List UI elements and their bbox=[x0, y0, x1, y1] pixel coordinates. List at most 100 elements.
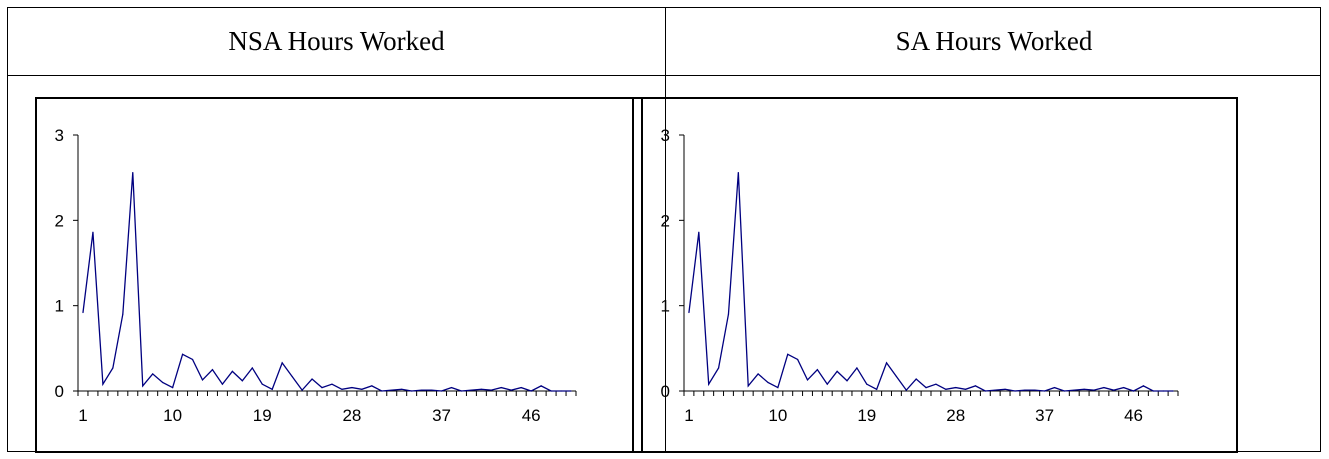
data-point bbox=[251, 367, 253, 369]
data-point bbox=[152, 373, 154, 375]
series-line bbox=[82, 172, 572, 392]
y-tick-label: 1 bbox=[661, 297, 670, 316]
x-tick-label: 19 bbox=[857, 406, 876, 425]
data-point bbox=[450, 386, 453, 389]
data-point bbox=[460, 390, 463, 392]
nsa-chart-frame: 0 1 2 3 1 10 19 28 37 46 bbox=[35, 97, 643, 453]
data-point bbox=[974, 385, 977, 387]
data-point bbox=[221, 383, 224, 385]
data-point bbox=[520, 386, 522, 389]
data-point bbox=[440, 390, 443, 392]
data-point bbox=[1103, 386, 1105, 389]
y-tick-label: 0 bbox=[661, 382, 670, 401]
data-point bbox=[1172, 390, 1174, 392]
data-point bbox=[291, 375, 293, 378]
data-point bbox=[1014, 390, 1016, 392]
data-point bbox=[341, 388, 343, 390]
data-point bbox=[747, 385, 749, 387]
chart-table: NSA Hours Worked SA Hours Worked 0 1 2 3 1 10… bbox=[7, 7, 1321, 453]
y-tick-label: 3 bbox=[661, 126, 670, 145]
data-point bbox=[1044, 390, 1046, 392]
data-point bbox=[1073, 389, 1075, 391]
data-point bbox=[945, 388, 947, 390]
data-point bbox=[510, 389, 512, 391]
data-point bbox=[767, 381, 769, 384]
y-tick-label: 2 bbox=[55, 211, 64, 230]
data-point bbox=[905, 389, 907, 391]
data-point bbox=[411, 390, 413, 392]
sa-header: SA Hours Worked bbox=[895, 26, 1093, 56]
data-point bbox=[331, 383, 333, 385]
nsa-header: NSA Hours Worked bbox=[228, 26, 445, 56]
data-point bbox=[470, 389, 473, 391]
data-point bbox=[361, 388, 363, 390]
data-point bbox=[530, 390, 532, 392]
data-point bbox=[281, 362, 283, 364]
data-point bbox=[806, 379, 809, 381]
data-point bbox=[698, 231, 700, 233]
data-point bbox=[261, 383, 263, 385]
data-point bbox=[1024, 389, 1026, 391]
data-point bbox=[708, 383, 710, 385]
data-point bbox=[480, 388, 482, 390]
data-point bbox=[311, 378, 313, 380]
data-point bbox=[876, 388, 878, 390]
x-tick-label: 37 bbox=[1035, 406, 1054, 425]
data-point bbox=[856, 367, 858, 369]
data-point bbox=[935, 383, 937, 385]
data-point bbox=[1123, 386, 1125, 389]
series-line bbox=[688, 172, 1174, 392]
data-point bbox=[401, 388, 403, 390]
data-point bbox=[271, 388, 273, 390]
data-point bbox=[241, 380, 243, 382]
data-point bbox=[964, 388, 967, 390]
data-point bbox=[540, 385, 542, 387]
y-tick-label: 1 bbox=[55, 297, 64, 316]
x-tick-label: 46 bbox=[522, 406, 541, 425]
data-point bbox=[846, 380, 848, 382]
data-point bbox=[885, 362, 888, 364]
data-point bbox=[1053, 386, 1056, 389]
data-point bbox=[816, 369, 818, 371]
data-point bbox=[1142, 385, 1145, 387]
data-point bbox=[994, 389, 996, 391]
data-point bbox=[777, 386, 779, 389]
data-point bbox=[1063, 390, 1065, 392]
data-point bbox=[92, 231, 94, 233]
data-point bbox=[757, 373, 759, 375]
data-point bbox=[231, 370, 233, 372]
data-point bbox=[1083, 388, 1085, 390]
data-point bbox=[102, 383, 104, 385]
data-point bbox=[550, 390, 552, 392]
column-divider bbox=[665, 8, 666, 451]
header-divider bbox=[8, 75, 1320, 76]
data-point bbox=[984, 390, 986, 392]
data-point bbox=[371, 385, 373, 387]
data-point bbox=[915, 378, 917, 380]
data-point bbox=[82, 311, 84, 314]
data-point bbox=[391, 389, 393, 391]
data-point bbox=[132, 171, 134, 174]
data-point bbox=[727, 313, 730, 315]
x-tick-label: 28 bbox=[946, 406, 965, 425]
data-point bbox=[201, 379, 204, 381]
data-point bbox=[1152, 390, 1154, 392]
data-point bbox=[836, 370, 838, 372]
data-point bbox=[688, 311, 690, 314]
x-tick-label: 46 bbox=[1124, 406, 1143, 425]
data-point bbox=[381, 390, 383, 392]
data-point bbox=[112, 367, 114, 369]
x-tick-label: 19 bbox=[253, 406, 272, 425]
x-tick-label: 10 bbox=[768, 406, 787, 425]
data-point bbox=[797, 358, 799, 361]
y-tick-label: 0 bbox=[55, 382, 64, 401]
data-point bbox=[122, 313, 124, 315]
y-tick-label: 3 bbox=[55, 126, 64, 145]
data-point bbox=[895, 375, 898, 378]
data-point bbox=[1034, 389, 1036, 391]
data-point bbox=[1132, 390, 1135, 392]
data-point bbox=[955, 386, 957, 389]
data-point bbox=[301, 389, 303, 391]
